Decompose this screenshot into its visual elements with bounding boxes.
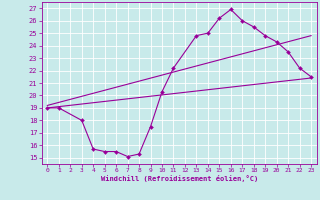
- X-axis label: Windchill (Refroidissement éolien,°C): Windchill (Refroidissement éolien,°C): [100, 175, 258, 182]
